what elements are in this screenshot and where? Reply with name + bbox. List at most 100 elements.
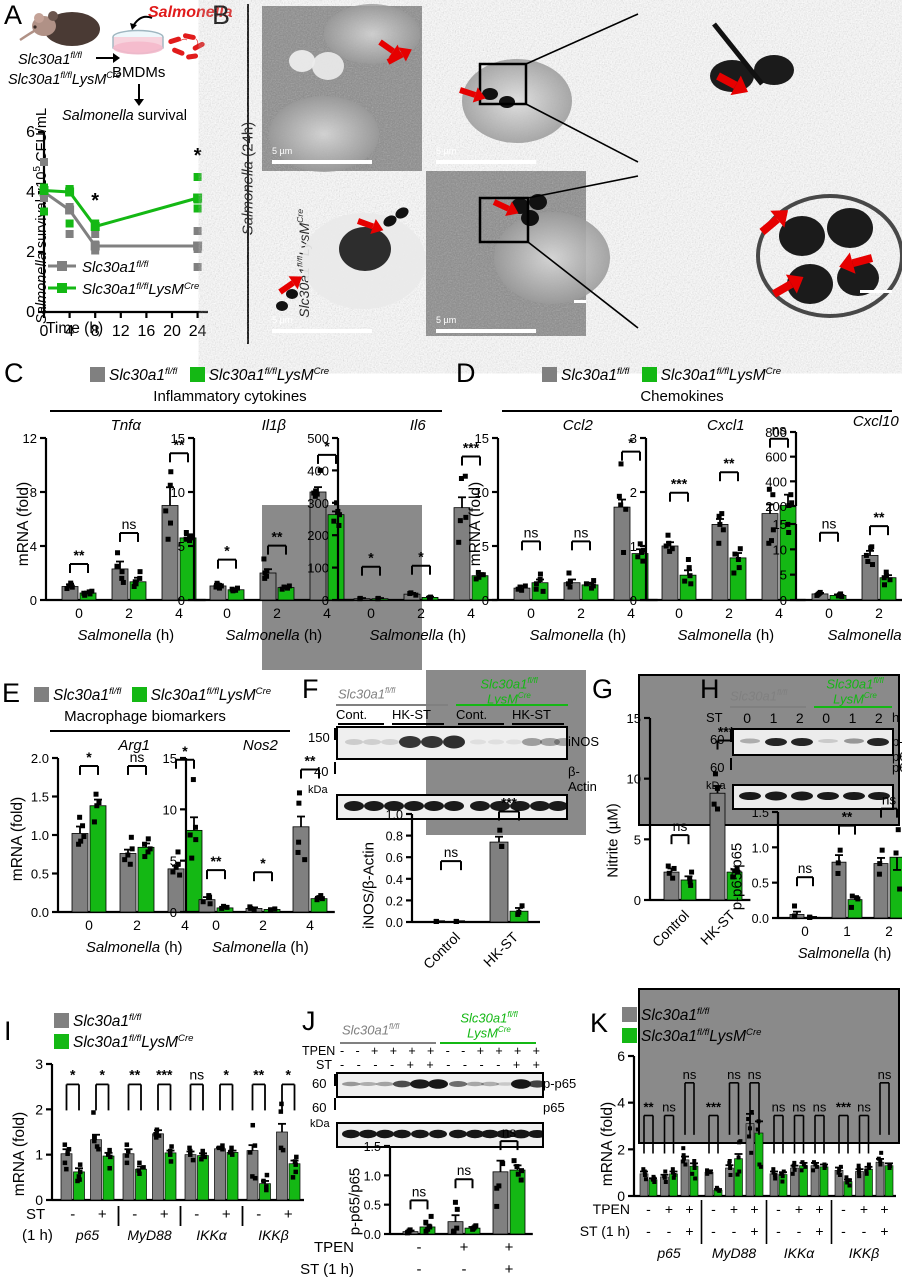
legend-item-ko: Slc30a1fl/flLysMCre: [131, 686, 271, 705]
salmonella-bacteria-illustration: [168, 33, 205, 60]
svg-text:-: -: [417, 1239, 422, 1256]
legend-sup: fl/fl: [697, 1027, 710, 1039]
svg-text:*: *: [260, 855, 266, 871]
panel-j-underline-right: [440, 1042, 536, 1044]
legend-swatch-control: [542, 367, 557, 383]
genotype-sup: fl/fl: [384, 686, 396, 695]
petri-dish-illustration: [112, 29, 164, 55]
legend-item-control: Slc30a1fl/fl: [54, 1012, 194, 1033]
legend-item-ko: Slc30a1fl/flLysMCre: [622, 1027, 762, 1048]
svg-text:*: *: [286, 1066, 292, 1082]
svg-text:2.0: 2.0: [31, 751, 49, 766]
svg-text:15: 15: [171, 431, 185, 446]
svg-text:2: 2: [273, 605, 281, 621]
legend-swatch-ko: [189, 367, 205, 383]
svg-text:500: 500: [307, 431, 329, 446]
legend-swatch-control: [622, 1007, 637, 1023]
tpen-value: -: [340, 1044, 345, 1058]
svg-text:Arg1: Arg1: [117, 737, 150, 754]
panel-a: A Salmonella Slc30a1fl/fl: [0, 0, 232, 352]
lane-group-bar-1: [392, 723, 444, 725]
svg-text:**: **: [724, 455, 735, 471]
svg-text:1.5: 1.5: [364, 1140, 381, 1154]
panel-g-letter: G: [592, 674, 614, 704]
svg-text:2: 2: [259, 917, 267, 933]
svg-text:+: +: [160, 1206, 169, 1223]
legend-item-ko: Slc30a1fl/flLysMCre: [641, 366, 781, 384]
svg-text:5: 5: [780, 568, 787, 583]
svg-text:ns: ns: [878, 1067, 892, 1082]
panel-j-tpen-label: TPEN: [302, 1044, 336, 1058]
genotype-gene: Slc30a1: [826, 676, 874, 692]
st-value: -: [496, 1058, 501, 1072]
svg-text:-: -: [841, 1223, 846, 1239]
svg-text:2: 2: [133, 917, 141, 933]
legend-item-ko: Slc30a1fl/flLysMCre: [54, 1033, 194, 1054]
svg-text:-: -: [711, 1201, 716, 1217]
st-value: -: [462, 1058, 468, 1072]
panel-f-header-underline-right: [456, 704, 568, 706]
svg-text:0: 0: [367, 605, 375, 621]
panel-e-letter: E: [2, 678, 21, 708]
panel-i-letter: I: [4, 1016, 12, 1046]
svg-text:4: 4: [775, 605, 783, 621]
panel-k-letter: K: [590, 1008, 609, 1038]
svg-text:*: *: [418, 549, 424, 565]
svg-text:2: 2: [125, 605, 133, 621]
legend-sup2: Cre: [746, 1027, 762, 1039]
svg-text:Salmonella (h): Salmonella (h): [86, 939, 183, 956]
svg-text:-: -: [732, 1223, 737, 1239]
blot-bactin-bands: [338, 796, 566, 818]
svg-text:1: 1: [35, 1147, 43, 1163]
legend-label: Slc30a1: [208, 367, 265, 385]
panel-k: K Slc30a1fl/fl Slc30a1fl/flLysMCre mRNA …: [580, 1000, 902, 1280]
svg-text:Salmonella (h): Salmonella (h): [212, 939, 309, 956]
panel-e-legend: Slc30a1fl/fl Slc30a1fl/flLysMCre: [34, 686, 271, 705]
panel-j-chart: 0.0 0.5 1.0 1.5 ns ns ns - + + - - + TPEN ST (1 h): [300, 1125, 533, 1278]
svg-text:-: -: [776, 1201, 781, 1217]
scale-bar-label-1: 5 µm: [272, 146, 293, 156]
panel-h-st-values: 0 1 2 0 1 2: [734, 710, 892, 726]
svg-text:*: *: [324, 438, 330, 454]
svg-text:4: 4: [30, 539, 37, 554]
lane-group-bar-3: [512, 723, 564, 725]
panel-f-lane-label-0: Cont.: [336, 707, 368, 722]
svg-text:0.0: 0.0: [386, 916, 403, 930]
panel-c-legend: Slc30a1fl/fl Slc30a1fl/flLysMCre: [90, 366, 329, 385]
blot-pp65: [732, 728, 894, 756]
panel-f-lane-label-3: HK-ST: [512, 707, 551, 722]
svg-text:16: 16: [138, 323, 156, 340]
svg-text:ns: ns: [574, 524, 589, 540]
panel-b-divider: [247, 4, 249, 344]
svg-text:IKKα: IKKα: [196, 1227, 228, 1243]
mw-tick-j1: [334, 1074, 336, 1086]
svg-text:ns: ns: [772, 422, 787, 438]
legend-label: Slc30a1: [150, 687, 207, 705]
tpen-value: +: [495, 1044, 503, 1058]
svg-text:Nos2: Nos2: [243, 737, 279, 754]
panel-h-blot-name-1: p-p65: [892, 734, 902, 764]
panel-h-st-label: ST: [706, 710, 723, 725]
tpen-value: -: [445, 1044, 450, 1058]
panel-j: J Slc30a1fl/fl Slc30a1fl/fl LysMCre TPEN…: [300, 1000, 590, 1280]
lane-group-bar-2: [458, 723, 504, 725]
svg-text:TPEN: TPEN: [593, 1201, 630, 1217]
panel-b: B Salmonella (24h) Slc30a1fl/fl Slc30a1f…: [212, 0, 902, 1144]
svg-text:15: 15: [163, 751, 177, 766]
legend-label: Slc30a1: [561, 367, 618, 385]
svg-text:Ccl2: Ccl2: [563, 417, 594, 434]
panel-a-genotype-line-2: Slc30a1fl/flLysMCre: [8, 70, 121, 88]
svg-text:ST: ST: [26, 1206, 45, 1223]
arrow-right-icon: [96, 53, 120, 63]
svg-text:ns: ns: [524, 524, 539, 540]
legend-mid: LysM: [218, 687, 256, 705]
svg-text:0: 0: [178, 593, 185, 608]
st-value: 2: [795, 710, 804, 726]
scale-bar-4: [436, 329, 536, 333]
svg-text:3: 3: [35, 1056, 43, 1072]
svg-text:0: 0: [30, 593, 37, 608]
svg-text:10: 10: [171, 485, 185, 500]
genotype-gene: Slc30a1: [8, 71, 61, 88]
